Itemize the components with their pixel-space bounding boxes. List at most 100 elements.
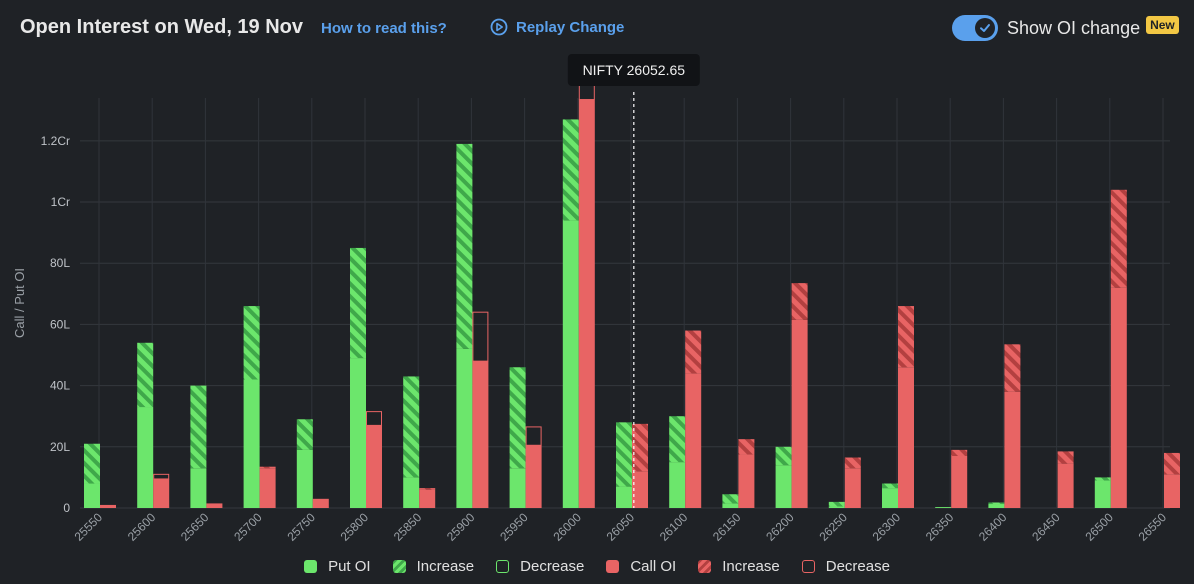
call-oi-bar xyxy=(206,503,223,508)
call-oi-bar xyxy=(419,489,436,508)
x-tick-label: 25700 xyxy=(231,510,265,544)
x-tick-label: 25900 xyxy=(444,510,478,544)
call-decrease-bar xyxy=(366,411,382,426)
call-increase-bar xyxy=(419,488,436,490)
call-increase-bar xyxy=(1004,344,1021,392)
put-oi-bar xyxy=(722,503,739,508)
replay-change-button[interactable]: Replay Change xyxy=(490,18,624,36)
x-tick-label: 26500 xyxy=(1082,510,1116,544)
x-tick-label: 26200 xyxy=(763,510,797,544)
legend-swatch xyxy=(698,560,712,573)
x-tick-label: 26250 xyxy=(816,510,850,544)
x-tick-label: 25800 xyxy=(338,510,372,544)
put-increase-bar xyxy=(562,119,579,221)
put-increase-bar xyxy=(243,306,260,380)
call-oi-bar xyxy=(1164,474,1180,508)
x-tick-label: 25750 xyxy=(284,510,318,544)
legend-label: Decrease xyxy=(825,558,890,575)
put-increase-bar xyxy=(669,416,686,463)
x-tick-label: 26300 xyxy=(870,510,904,544)
header: Open Interest on Wed, 19 Nov How to read… xyxy=(0,0,1194,58)
replay-change-label: Replay Change xyxy=(516,18,625,36)
put-increase-bar xyxy=(1094,477,1111,481)
x-tick-label: 25550 xyxy=(72,510,106,544)
put-increase-bar xyxy=(403,376,420,478)
y-tick-label: 80L xyxy=(50,256,70,270)
y-tick-label: 60L xyxy=(50,317,70,331)
call-oi-bar xyxy=(259,468,276,508)
legend-label: Call OI xyxy=(630,558,677,575)
legend-swatch xyxy=(606,560,620,573)
legend-item-call-solid[interactable]: Call OI xyxy=(606,558,676,575)
call-increase-bar xyxy=(951,449,968,456)
call-increase-bar xyxy=(1057,451,1074,464)
put-oi-bar xyxy=(882,488,898,508)
put-increase-bar xyxy=(456,143,473,349)
call-decrease-bar xyxy=(525,426,542,446)
put-oi-bar xyxy=(509,468,526,508)
call-oi-bar xyxy=(525,445,542,508)
legend-swatch xyxy=(392,560,406,573)
x-tick-label: 26350 xyxy=(923,510,957,544)
call-oi-bar xyxy=(366,425,382,508)
put-oi-bar xyxy=(1094,480,1111,508)
call-decrease-bar xyxy=(472,311,489,362)
call-oi-bar xyxy=(738,454,755,508)
put-increase-bar xyxy=(350,247,366,359)
check-icon xyxy=(980,24,990,32)
legend-item-call-decrease[interactable]: Decrease xyxy=(801,558,890,575)
legend-label: Decrease xyxy=(520,558,585,575)
spot-price-label: NIFTY 26052.65 xyxy=(583,62,686,78)
call-oi-bar xyxy=(951,455,968,508)
call-increase-bar xyxy=(791,283,808,320)
play-circle-icon xyxy=(490,18,508,36)
x-tick-label: 26000 xyxy=(550,510,584,544)
x-tick-label: 26450 xyxy=(1029,510,1063,544)
x-tick-label: 25950 xyxy=(497,510,531,544)
legend-item-call-increase[interactable]: Increase xyxy=(698,558,780,575)
put-increase-bar xyxy=(882,483,898,489)
put-oi-bar xyxy=(456,348,473,508)
show-oi-change-label: Show OI change xyxy=(1007,17,1141,38)
legend-label: Put OI xyxy=(328,558,371,575)
show-oi-change-control: Show OI change New xyxy=(952,15,1179,41)
legend-label: Increase xyxy=(722,558,780,575)
call-oi-bar xyxy=(1057,463,1074,508)
call-oi-bar xyxy=(153,478,170,508)
x-tick-label: 26150 xyxy=(710,510,744,544)
call-oi-bar xyxy=(791,319,808,508)
call-oi-bar xyxy=(844,468,861,508)
put-oi-bar xyxy=(935,507,952,508)
call-increase-bar xyxy=(738,439,755,455)
legend-item-put-decrease[interactable]: Decrease xyxy=(496,558,584,575)
put-increase-bar xyxy=(190,385,207,469)
y-tick-label: 40L xyxy=(50,379,70,393)
legend-label: Increase xyxy=(416,558,475,575)
put-oi-bar xyxy=(137,407,154,508)
legend-item-put-solid[interactable]: Put OI xyxy=(304,558,371,575)
how-to-read-link[interactable]: How to read this? xyxy=(321,20,447,37)
put-oi-bar xyxy=(669,462,686,508)
x-tick-label: 26100 xyxy=(657,510,691,544)
call-increase-bar xyxy=(685,330,702,374)
call-increase-bar xyxy=(632,423,648,472)
x-tick-label: 26550 xyxy=(1136,510,1170,544)
put-oi-bar xyxy=(828,506,845,508)
put-oi-bar xyxy=(403,477,420,508)
legend-item-put-increase[interactable]: Increase xyxy=(392,558,475,575)
y-tick-label: 1Cr xyxy=(51,195,70,209)
y-tick-label: 1.2Cr xyxy=(41,134,70,148)
call-increase-bar xyxy=(1164,452,1180,475)
call-oi-bar xyxy=(1110,287,1127,508)
x-tick-label: 25600 xyxy=(125,510,159,544)
put-oi-bar xyxy=(190,468,207,508)
put-oi-bar xyxy=(296,449,313,508)
put-increase-bar xyxy=(296,419,313,450)
legend-swatch xyxy=(304,560,318,573)
put-increase-bar xyxy=(509,367,526,469)
call-oi-bar xyxy=(472,361,489,508)
put-increase-bar xyxy=(137,342,154,408)
chart-legend: Put OI Increase Decrease Call OI Increase Dec… xyxy=(0,558,1194,575)
show-oi-change-toggle[interactable] xyxy=(952,15,998,41)
